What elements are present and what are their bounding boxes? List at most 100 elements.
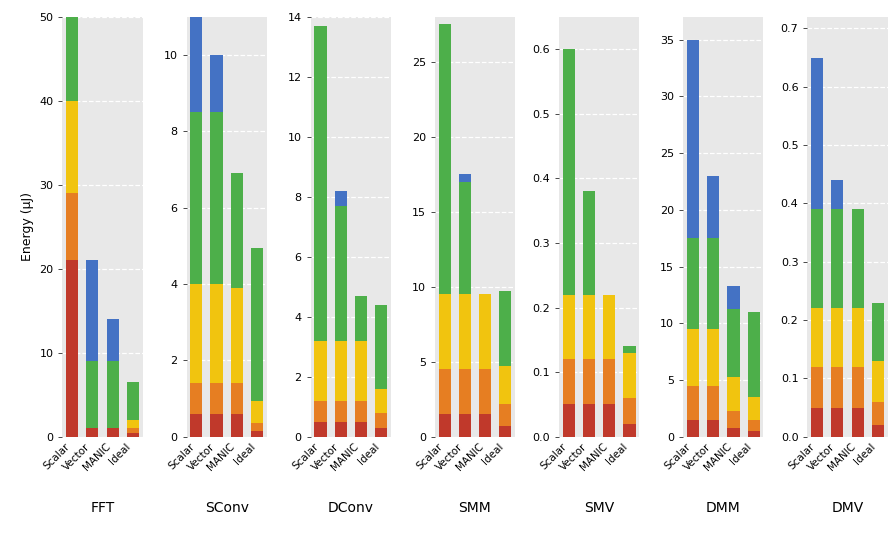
X-axis label: FFT: FFT <box>90 501 114 515</box>
Bar <box>603 360 615 404</box>
Bar <box>458 174 471 182</box>
Bar <box>563 360 574 404</box>
Bar <box>106 428 119 437</box>
Bar <box>127 428 139 432</box>
Bar <box>211 384 223 414</box>
Bar <box>458 369 471 414</box>
Bar <box>127 420 139 428</box>
Bar <box>66 260 78 437</box>
Bar <box>190 414 202 437</box>
Bar <box>687 238 699 329</box>
Bar <box>251 423 263 431</box>
Bar <box>231 288 243 384</box>
Bar <box>811 209 823 309</box>
Bar <box>439 295 450 369</box>
Bar <box>747 431 760 437</box>
Bar <box>727 428 739 437</box>
X-axis label: SMM: SMM <box>458 501 491 515</box>
Bar <box>583 360 595 404</box>
Bar <box>811 309 823 367</box>
Bar <box>687 40 699 238</box>
Bar <box>127 432 139 437</box>
Bar <box>831 309 844 367</box>
Bar <box>66 193 78 260</box>
Bar <box>479 414 491 437</box>
Bar <box>727 286 739 309</box>
Bar <box>583 404 595 437</box>
Bar <box>707 176 719 238</box>
Bar <box>87 260 98 361</box>
Bar <box>66 17 78 101</box>
Bar <box>376 413 387 428</box>
X-axis label: DMV: DMV <box>831 501 863 515</box>
Bar <box>355 422 367 437</box>
Bar <box>334 401 347 422</box>
Bar <box>624 346 636 353</box>
Bar <box>458 182 471 295</box>
Bar <box>231 384 243 414</box>
Y-axis label: Energy (μJ): Energy (μJ) <box>21 192 34 262</box>
Bar <box>871 361 884 402</box>
Bar <box>624 398 636 424</box>
X-axis label: SMV: SMV <box>584 501 615 515</box>
Bar <box>87 428 98 437</box>
Bar <box>211 55 223 112</box>
Bar <box>355 296 367 341</box>
Bar <box>727 410 739 428</box>
Bar <box>563 295 574 360</box>
Bar <box>583 295 595 360</box>
Bar <box>624 353 636 398</box>
Bar <box>334 191 347 206</box>
Bar <box>603 295 615 360</box>
Bar <box>190 284 202 384</box>
Bar <box>231 174 243 288</box>
X-axis label: DConv: DConv <box>328 501 374 515</box>
Bar <box>831 367 844 408</box>
Bar <box>314 341 326 401</box>
Bar <box>439 414 450 437</box>
Bar <box>852 309 863 367</box>
Bar <box>190 384 202 414</box>
Bar <box>231 414 243 437</box>
Bar <box>376 389 387 413</box>
Bar <box>727 377 739 410</box>
Bar <box>458 295 471 369</box>
Bar <box>190 17 202 112</box>
Bar <box>563 49 574 295</box>
Bar <box>831 209 844 309</box>
Bar <box>355 401 367 422</box>
Bar <box>747 397 760 420</box>
Bar <box>479 369 491 414</box>
Bar <box>127 382 139 420</box>
Bar <box>66 101 78 193</box>
Bar <box>314 401 326 422</box>
Bar <box>355 341 367 401</box>
Bar <box>190 112 202 284</box>
Bar <box>727 309 739 377</box>
Bar <box>334 206 347 341</box>
Bar <box>106 361 119 428</box>
Bar <box>211 414 223 437</box>
Bar <box>106 319 119 361</box>
Bar <box>831 180 844 209</box>
Bar <box>314 26 326 341</box>
Bar <box>687 386 699 420</box>
Bar <box>211 112 223 284</box>
Bar <box>211 284 223 384</box>
Bar <box>624 424 636 437</box>
Bar <box>707 420 719 437</box>
Bar <box>500 366 511 404</box>
Bar <box>439 24 450 295</box>
Bar <box>747 420 760 431</box>
Bar <box>747 312 760 397</box>
Bar <box>500 291 511 366</box>
Bar <box>563 404 574 437</box>
Bar <box>707 329 719 386</box>
X-axis label: DMM: DMM <box>706 501 740 515</box>
Bar <box>687 329 699 386</box>
Bar <box>500 426 511 437</box>
Bar <box>852 408 863 437</box>
X-axis label: SConv: SConv <box>204 501 249 515</box>
Bar <box>852 367 863 408</box>
Bar <box>831 408 844 437</box>
